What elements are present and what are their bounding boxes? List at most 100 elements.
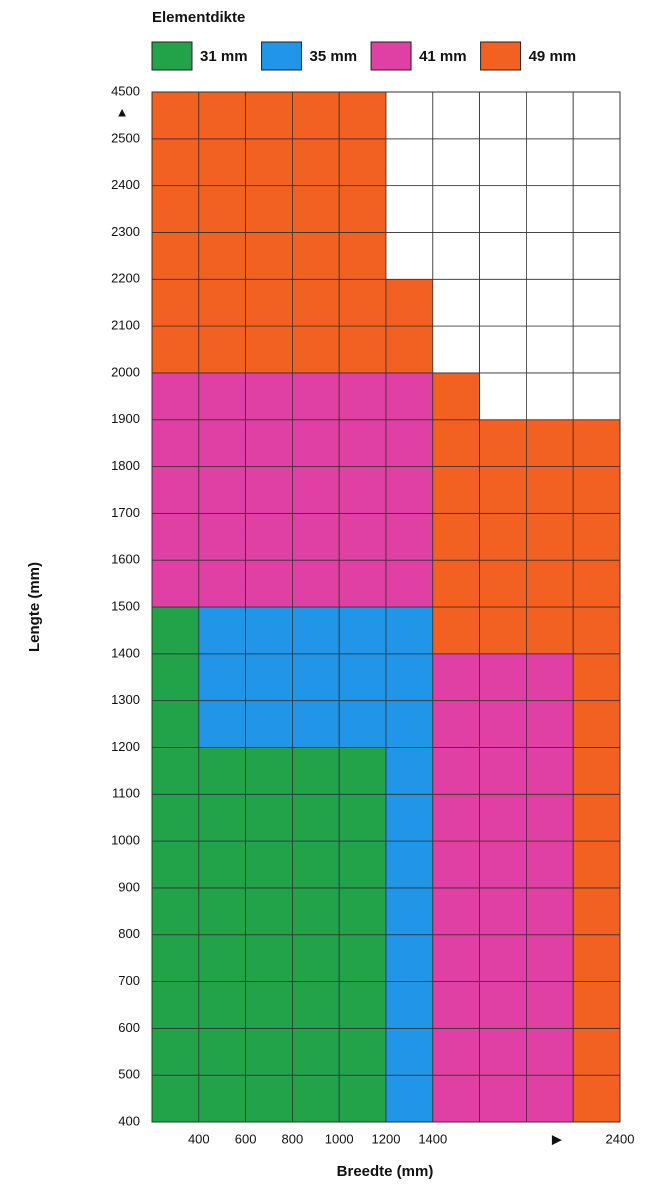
y-tick-label: 1400: [111, 645, 140, 660]
cell: [198, 419, 247, 467]
x-tick-label: 400: [188, 1131, 210, 1146]
cell: [198, 840, 247, 889]
empty-cell: [526, 278, 574, 327]
empty-cell: [526, 372, 574, 421]
cell: [479, 606, 527, 655]
cell: [479, 653, 527, 702]
cell: [245, 325, 293, 374]
cell: [291, 700, 340, 748]
x-tick-label: 1200: [372, 1131, 401, 1146]
cell: [526, 934, 574, 982]
y-tick-label: 2500: [111, 130, 140, 145]
y-tick-label: 500: [118, 1067, 140, 1082]
cell: [291, 466, 340, 514]
y-tick-label: 1600: [111, 552, 140, 567]
cell: [151, 185, 200, 233]
cell: [245, 372, 293, 421]
y-tick-label: 1300: [111, 692, 140, 707]
cell: [151, 1027, 200, 1076]
cell: [432, 840, 480, 889]
cell: [245, 934, 293, 982]
cell: [572, 700, 621, 748]
cell: [198, 185, 247, 233]
cell: [291, 606, 340, 655]
cell: [526, 981, 574, 1029]
cell: [291, 278, 340, 327]
empty-cell: [385, 91, 434, 140]
cell: [526, 840, 574, 889]
y-tick-label: 1900: [111, 411, 140, 426]
cell: [479, 793, 527, 842]
cell: [151, 91, 200, 140]
cell: [151, 372, 200, 421]
cell: [572, 887, 621, 936]
cell: [245, 1074, 293, 1123]
cell: [526, 1074, 574, 1123]
cell: [385, 1074, 434, 1123]
cell: [385, 700, 434, 748]
cell: [198, 747, 247, 795]
x-tick-label: 2400: [606, 1131, 635, 1146]
cell: [338, 793, 387, 842]
cell: [338, 1027, 387, 1076]
cell: [198, 466, 247, 514]
y-tick-label: 800: [118, 926, 140, 941]
cell: [338, 419, 387, 467]
cell: [385, 466, 434, 514]
cell: [432, 700, 480, 748]
cell: [245, 512, 293, 561]
cell: [151, 934, 200, 982]
cell: [198, 372, 247, 421]
cell: [526, 747, 574, 795]
cell: [291, 138, 340, 187]
cell: [198, 138, 247, 187]
empty-cell: [526, 91, 574, 140]
cell: [479, 934, 527, 982]
cell: [198, 887, 247, 936]
cell: [291, 372, 340, 421]
y-tick-label: 1500: [111, 598, 140, 613]
legend-swatch: [151, 41, 193, 71]
cell: [291, 653, 340, 702]
cell: [432, 559, 480, 608]
empty-cell: [479, 91, 527, 140]
empty-cell: [479, 232, 527, 280]
cell: [151, 700, 200, 748]
plot-border: [151, 91, 621, 1123]
cell: [198, 512, 247, 561]
cell: [526, 700, 574, 748]
cell: [432, 1074, 480, 1123]
cell: [151, 232, 200, 280]
cell: [526, 653, 574, 702]
empty-cell: [572, 372, 621, 421]
legend-label: 41 mm: [419, 48, 467, 65]
cell: [151, 1074, 200, 1123]
cell: [198, 700, 247, 748]
y-tick-label: 400: [118, 1113, 140, 1128]
x-arrow: ▶: [552, 1131, 562, 1146]
cell: [385, 1027, 434, 1076]
legend-label: 31 mm: [200, 48, 248, 65]
empty-cell: [572, 91, 621, 140]
x-tick-label: 600: [235, 1131, 257, 1146]
cell: [385, 981, 434, 1029]
cell: [151, 793, 200, 842]
cell: [385, 887, 434, 936]
legend-label: 35 mm: [310, 48, 358, 65]
cell: [479, 512, 527, 561]
cell: [479, 747, 527, 795]
y-tick-label: 2400: [111, 177, 140, 192]
cell: [526, 419, 574, 467]
cell: [151, 559, 200, 608]
cell: [245, 840, 293, 889]
cell: [432, 1027, 480, 1076]
cell: [291, 512, 340, 561]
cell: [151, 138, 200, 187]
cell: [338, 325, 387, 374]
cell: [245, 466, 293, 514]
empty-cell: [572, 325, 621, 374]
cell: [385, 559, 434, 608]
cell: [291, 1027, 340, 1076]
empty-cell: [385, 138, 434, 187]
cell: [291, 185, 340, 233]
